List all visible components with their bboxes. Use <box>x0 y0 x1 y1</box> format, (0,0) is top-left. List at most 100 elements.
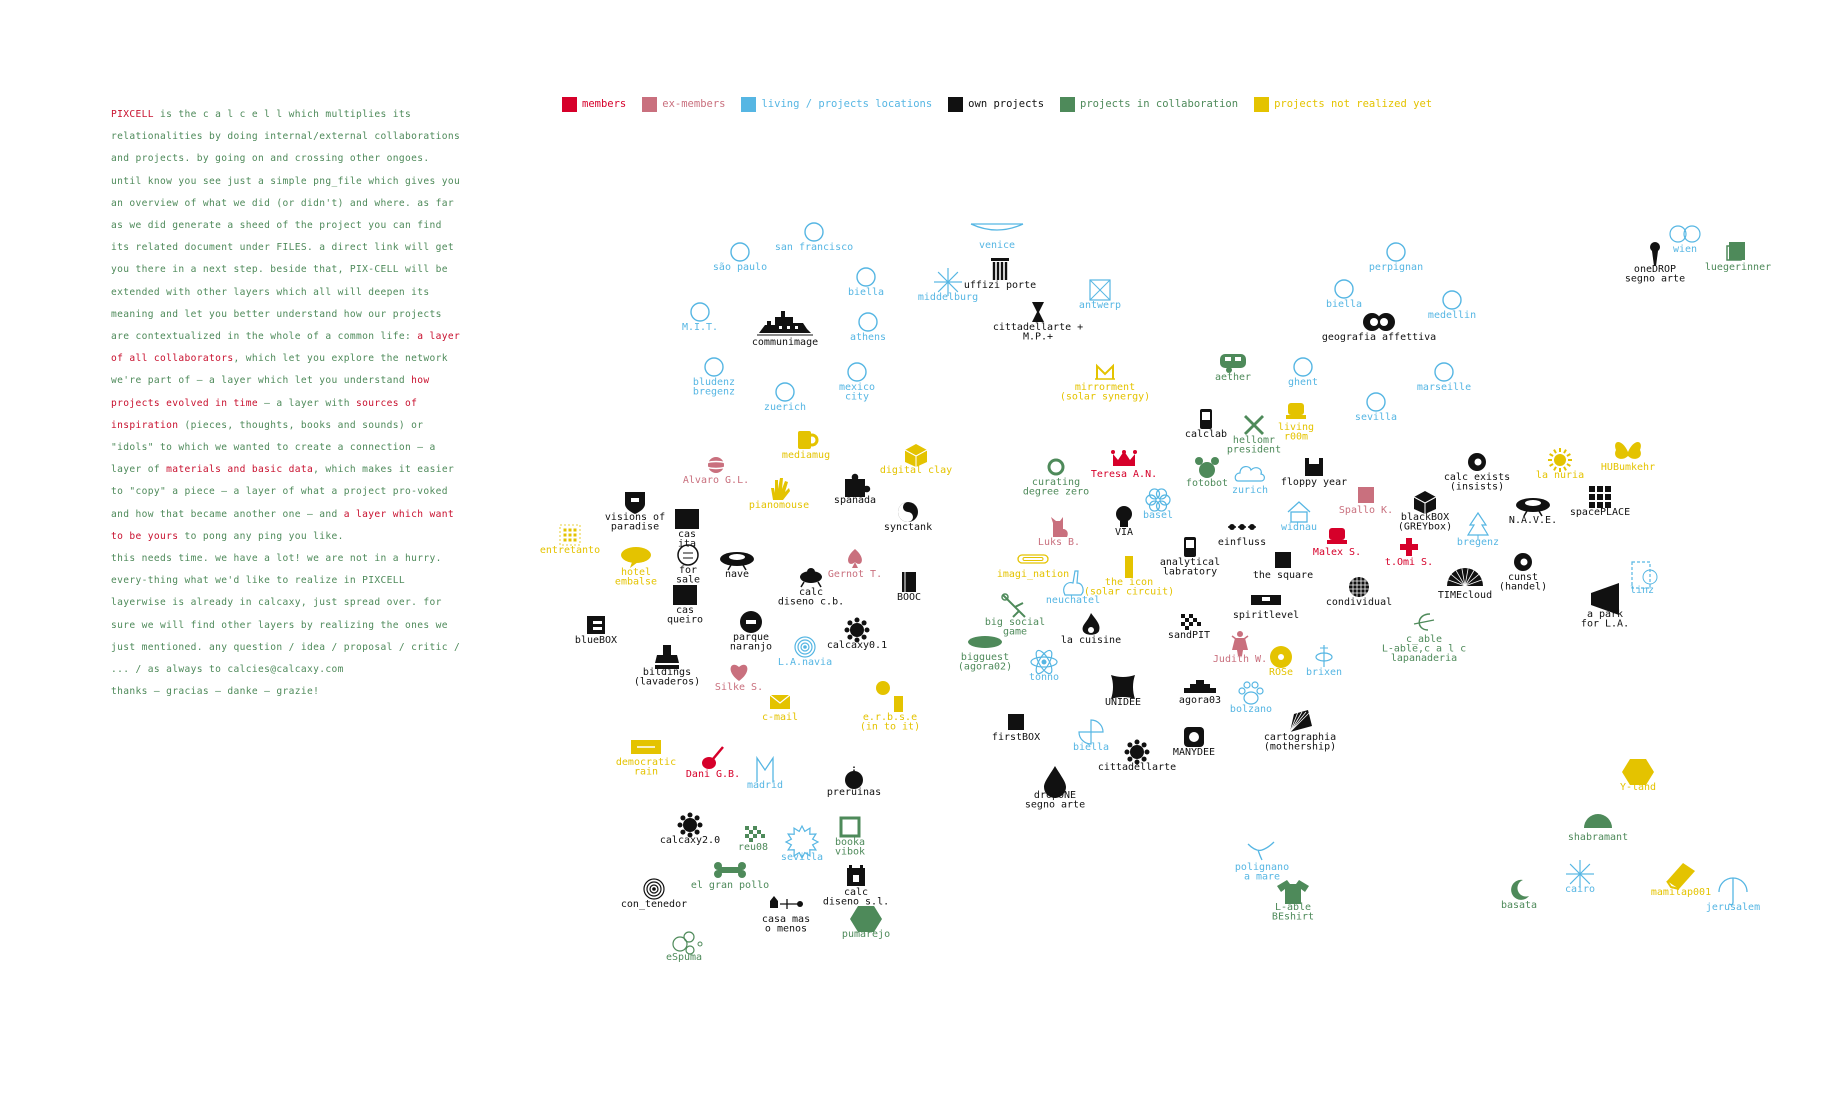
project-node[interactable]: bregenz <box>1457 511 1499 548</box>
project-node[interactable]: blackBOX(GREYbox) <box>1398 491 1452 533</box>
project-node[interactable]: fotobot <box>1186 457 1228 489</box>
project-node[interactable]: spiritlevel <box>1233 595 1299 621</box>
project-node[interactable]: la cuisine <box>1061 613 1121 646</box>
project-node[interactable]: biella <box>1326 279 1362 310</box>
project-node[interactable]: sevilla <box>781 824 823 863</box>
project-node[interactable]: N.A.V.E. <box>1509 498 1557 526</box>
project-node[interactable]: t.Omi S. <box>1385 538 1433 568</box>
project-node[interactable]: venice <box>970 223 1024 251</box>
project-node[interactable]: communimage <box>752 311 818 348</box>
project-node[interactable]: BOOC <box>897 572 921 603</box>
project-node[interactable]: Gernot T. <box>828 549 882 580</box>
project-node[interactable]: spanada <box>834 473 876 506</box>
project-node[interactable]: basel <box>1143 488 1173 521</box>
project-node[interactable]: UNIDEE <box>1105 675 1141 708</box>
project-node[interactable]: e.r.b.s.e(in to it) <box>860 681 920 733</box>
project-node[interactable]: Judith W. <box>1213 631 1267 665</box>
project-node[interactable]: TIMEcloud <box>1438 568 1492 601</box>
project-node[interactable]: la nuria <box>1536 448 1584 481</box>
project-node[interactable]: MANYDEE <box>1173 727 1215 758</box>
project-node[interactable]: sevilla <box>1355 392 1397 423</box>
project-node[interactable]: neuchatel <box>1046 570 1100 606</box>
project-node[interactable]: widnau <box>1281 501 1317 533</box>
project-node[interactable]: nave <box>720 552 754 580</box>
project-node[interactable]: condividual <box>1326 577 1392 608</box>
project-node[interactable]: reu08 <box>738 826 768 853</box>
project-node[interactable]: pumarejo <box>842 906 890 940</box>
project-node[interactable]: perpignan <box>1369 242 1423 273</box>
project-node[interactable]: brixen <box>1306 645 1342 678</box>
project-node[interactable]: ghent <box>1288 357 1318 388</box>
project-node[interactable]: linz <box>1630 561 1658 596</box>
project-node[interactable]: M.I.T. <box>682 302 718 333</box>
project-node[interactable]: the icon(solar circuit) <box>1084 556 1174 598</box>
project-node[interactable]: Alvaro G.L. <box>683 457 749 486</box>
project-node[interactable]: pianomouse <box>749 478 809 511</box>
project-node[interactable]: san francisco <box>775 222 853 253</box>
project-node[interactable]: Dani G.B. <box>686 746 740 780</box>
project-node[interactable]: zurich <box>1232 466 1268 496</box>
project-node[interactable]: bildings(lavaderos) <box>634 645 700 688</box>
project-node[interactable]: firstBOX <box>992 714 1040 743</box>
project-node[interactable]: the square <box>1253 552 1313 581</box>
project-node[interactable]: Y-land <box>1620 759 1656 793</box>
project-node[interactable]: synctank <box>884 502 932 533</box>
project-node[interactable]: zuerich <box>764 382 806 413</box>
project-node[interactable]: luegerinner <box>1705 242 1771 273</box>
project-node[interactable]: uffizi porte <box>964 258 1036 291</box>
project-node[interactable]: athens <box>850 312 886 343</box>
project-node[interactable]: floppy year <box>1281 458 1347 488</box>
project-node[interactable]: el gran pollo <box>691 862 769 891</box>
project-node[interactable]: cittadellarte <box>1098 739 1176 774</box>
project-node[interactable]: VIA <box>1115 506 1133 538</box>
project-node[interactable]: imagi_nation <box>997 554 1069 580</box>
project-node[interactable]: sandPIT <box>1168 614 1210 641</box>
project-node[interactable]: L.A.navia <box>778 636 832 668</box>
project-node[interactable]: mirrorment(solar synergy) <box>1060 363 1150 403</box>
project-node[interactable]: Malex S. <box>1313 528 1361 558</box>
project-node[interactable]: bigguest(agora02) <box>958 636 1012 673</box>
project-node[interactable]: cunst(handel) <box>1499 553 1547 593</box>
project-node[interactable]: calc exists(insists) <box>1444 453 1510 493</box>
project-node[interactable]: ROSe <box>1269 646 1293 678</box>
project-node[interactable]: biella <box>1073 719 1109 753</box>
project-node[interactable]: calclab <box>1185 409 1227 440</box>
project-node[interactable]: marseille <box>1417 362 1471 393</box>
project-node[interactable]: bolzano <box>1230 681 1272 715</box>
project-node[interactable]: spacePLACE <box>1570 486 1630 518</box>
project-node[interactable]: shabramant <box>1568 814 1628 843</box>
project-node[interactable]: biella <box>848 267 884 298</box>
project-node[interactable]: calcaxy0.1 <box>827 617 887 652</box>
project-node[interactable]: cartographia(mothership) <box>1264 710 1336 753</box>
project-node[interactable]: con_tenedor <box>621 878 687 910</box>
project-node[interactable]: Luks B. <box>1038 517 1080 548</box>
project-node[interactable]: eSpuma <box>666 931 703 963</box>
project-node[interactable]: blueBOX <box>575 616 617 646</box>
project-node[interactable]: agora03 <box>1179 680 1221 706</box>
project-node[interactable]: são paulo <box>713 242 767 273</box>
project-node[interactable]: Silke S. <box>715 664 763 693</box>
project-node[interactable]: jerusalem <box>1706 877 1760 913</box>
